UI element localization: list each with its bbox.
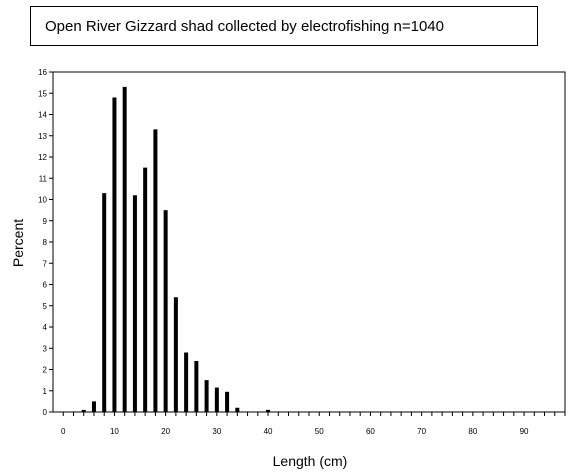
x-tick-label: 70 [417,427,426,436]
y-tick-label: 2 [43,366,48,375]
y-tick-label: 1 [43,387,48,396]
bar-32cm [225,391,230,412]
y-tick-label: 16 [38,68,47,77]
bar-40cm [266,409,271,412]
y-tick-label: 11 [39,174,48,183]
y-tick-label: 9 [43,217,48,226]
bar-8cm [102,193,107,412]
bar-26cm [194,361,199,412]
bar-14cm [132,195,137,412]
x-tick-label: 30 [212,427,221,436]
y-tick-label: 6 [43,281,48,290]
y-tick-label: 3 [43,344,48,353]
x-tick-label: 20 [161,427,170,436]
bar-18cm [153,129,158,412]
y-tick-label: 10 [38,196,47,205]
x-tick-label: 40 [264,427,273,436]
bar-12cm [122,86,127,412]
bar-10cm [112,97,117,412]
x-tick-label: 10 [110,427,119,436]
y-tick-label: 7 [43,259,48,268]
bar-16cm [143,167,148,412]
chart-title: Open River Gizzard shad collected by ele… [45,18,444,35]
y-tick-label: 13 [38,132,47,141]
bar-24cm [184,352,189,412]
bar-22cm [173,297,178,412]
bars-group [81,86,271,412]
x-tick-label: 0 [61,427,66,436]
y-tick-label: 0 [43,408,48,417]
plot-frame [52,71,566,413]
bar-28cm [204,380,209,412]
y-tick-label: 4 [43,323,48,332]
y-axis-label: Percent [10,219,26,267]
y-tick-label: 12 [38,153,47,162]
x-tick-label: 50 [315,427,324,436]
bar-4cm [81,409,86,412]
chart-title-box: Open River Gizzard shad collected by ele… [30,6,538,46]
x-tick-label: 80 [468,427,477,436]
bar-20cm [163,210,168,412]
bar-6cm [91,401,96,412]
x-tick-label: 90 [520,427,529,436]
y-tick-label: 5 [43,302,48,311]
y-tick-label: 14 [38,111,47,120]
y-tick-label: 15 [38,89,47,98]
x-tick-label: 60 [366,427,375,436]
x-axis-label: Length (cm) [273,453,348,469]
bar-34cm [235,407,240,412]
y-tick-label: 8 [43,238,48,247]
bar-30cm [214,387,219,412]
